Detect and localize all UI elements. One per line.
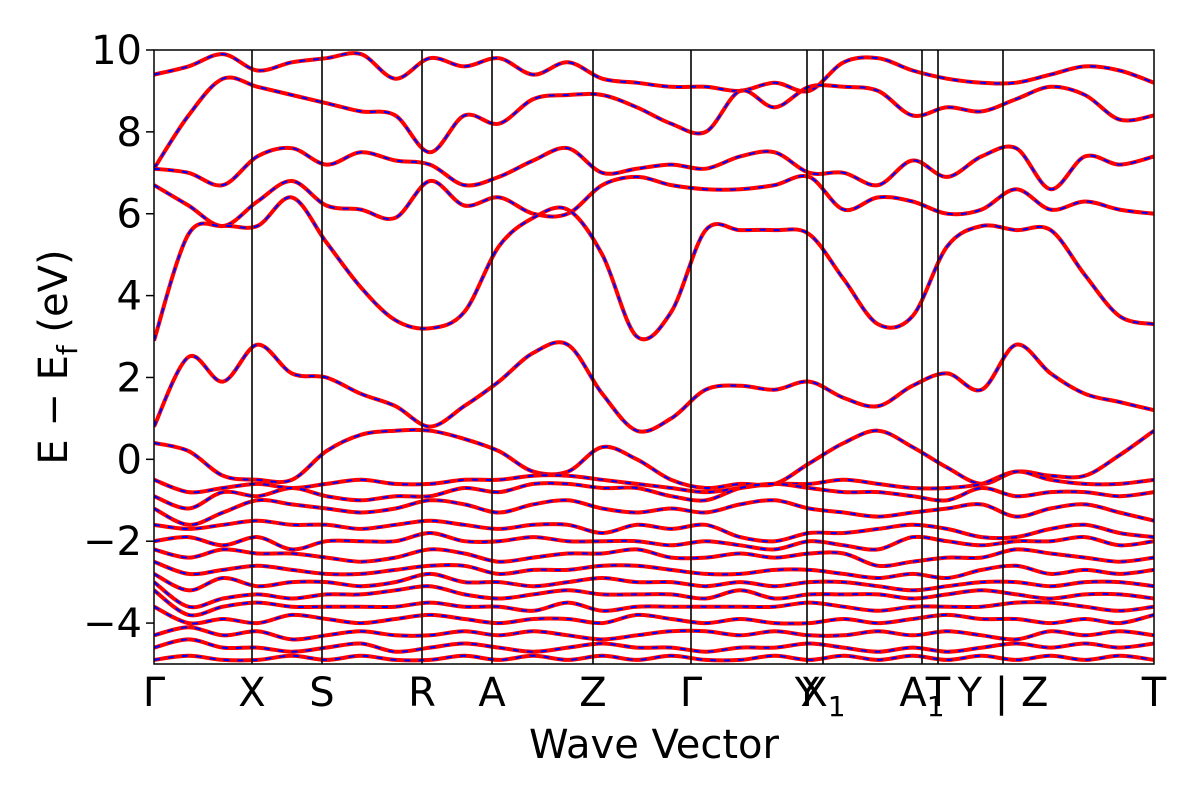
plot-frame	[153, 49, 1155, 665]
band-line-10	[154, 518, 1154, 544]
band-line-overlay-17	[154, 605, 1154, 625]
y-axis-label-group: E − Ef (eV)	[31, 249, 84, 464]
band-line-overlay-13	[154, 560, 1154, 580]
band-line-1	[154, 75, 1154, 170]
x-tick-label-8: X1	[800, 670, 845, 723]
y-tick-label-6: 8	[117, 110, 142, 156]
y-axis-label: E − Ef (eV)	[31, 249, 84, 464]
y-ticks: −4 −2 0 2 4 6 8 10	[83, 28, 154, 647]
band-line-overlay-11	[154, 531, 1154, 551]
band-line-overlay-7	[154, 470, 1154, 494]
band-line-13	[154, 559, 1154, 581]
band-line-overlay-14	[154, 572, 1154, 592]
y-tick-label-5: 6	[117, 192, 142, 238]
bands-layer	[154, 51, 1154, 663]
band-line-overlay-16	[154, 589, 1154, 617]
x-tick-label-7: Y	[794, 670, 820, 716]
x-tick-label-4: A	[478, 670, 506, 716]
y-tick-label-2: 0	[117, 437, 142, 483]
band-line-15	[154, 580, 1154, 610]
y-tick-label-7: 10	[91, 28, 142, 74]
band-line-overlay-19	[154, 638, 1154, 653]
x-tick-label-subscript-8: 1	[828, 690, 846, 723]
band-line-overlay-12	[154, 548, 1154, 568]
band-line-overlay-5	[154, 341, 1154, 433]
x-tick-label-12: T	[1141, 670, 1167, 716]
x-tick-label-6: Γ	[680, 670, 703, 716]
y-axis-label-main: E − E	[31, 355, 77, 465]
x-tick-label-2: S	[309, 670, 334, 716]
band-line-overlay-3	[154, 174, 1154, 228]
y-tick-label-4: 4	[117, 274, 142, 320]
x-tick-label-0: Γ	[143, 670, 166, 716]
y-tick-label-3: 2	[117, 355, 142, 401]
high-symmetry-lines	[251, 50, 1004, 664]
x-axis-label: Wave Vector	[529, 722, 780, 768]
band-line-2	[154, 144, 1154, 192]
band-line-4	[154, 195, 1154, 342]
x-tick-label-subscript-9: 1	[927, 690, 945, 723]
band-line-overlay-4	[154, 196, 1154, 341]
band-line-3	[154, 173, 1154, 228]
band-line-8	[154, 481, 1154, 511]
y-tick-label-0: −4	[83, 601, 142, 647]
y-axis-label-subscript: f	[51, 344, 84, 355]
x-tick-label-3: R	[408, 670, 436, 716]
band-line-12	[154, 547, 1154, 569]
x-tick-label-11: Y | Z	[957, 670, 1049, 716]
band-line-6	[154, 427, 1154, 491]
band-line-overlay-20	[154, 654, 1154, 662]
band-line-9	[154, 498, 1154, 527]
band-line-overlay-0	[154, 52, 1154, 93]
x-tick-label-10: T	[925, 670, 951, 716]
band-line-overlay-18	[154, 626, 1154, 641]
x-tick-label-1: X	[238, 670, 265, 716]
x-tick-label-5: Z	[579, 670, 606, 716]
y-tick-label-1: −2	[83, 519, 142, 565]
band-line-19	[154, 637, 1154, 654]
band-line-overlay-10	[154, 519, 1154, 543]
y-axis-label-unit: (eV)	[31, 249, 77, 345]
band-line-overlay-6	[154, 428, 1154, 490]
